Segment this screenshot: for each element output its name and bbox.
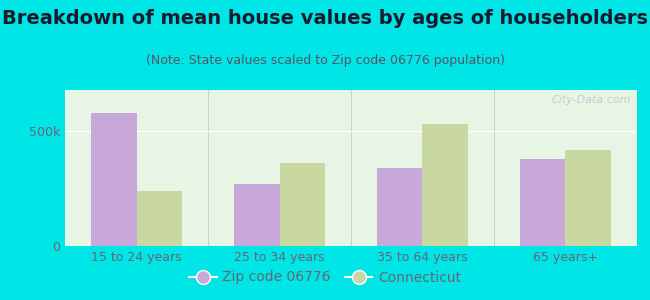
Bar <box>136 191 183 246</box>
Text: Breakdown of mean house values by ages of householders: Breakdown of mean house values by ages o… <box>2 9 648 28</box>
Bar <box>280 164 325 246</box>
Bar <box>422 124 468 246</box>
Text: (Note: State values scaled to Zip code 06776 population): (Note: State values scaled to Zip code 0… <box>146 54 504 67</box>
Bar <box>566 150 611 246</box>
Bar <box>91 113 136 246</box>
Bar <box>519 159 566 246</box>
Text: City-Data.com: City-Data.com <box>552 95 631 105</box>
Bar <box>377 168 423 246</box>
Bar <box>234 184 280 246</box>
Legend: Zip code 06776, Connecticut: Zip code 06776, Connecticut <box>183 265 467 290</box>
